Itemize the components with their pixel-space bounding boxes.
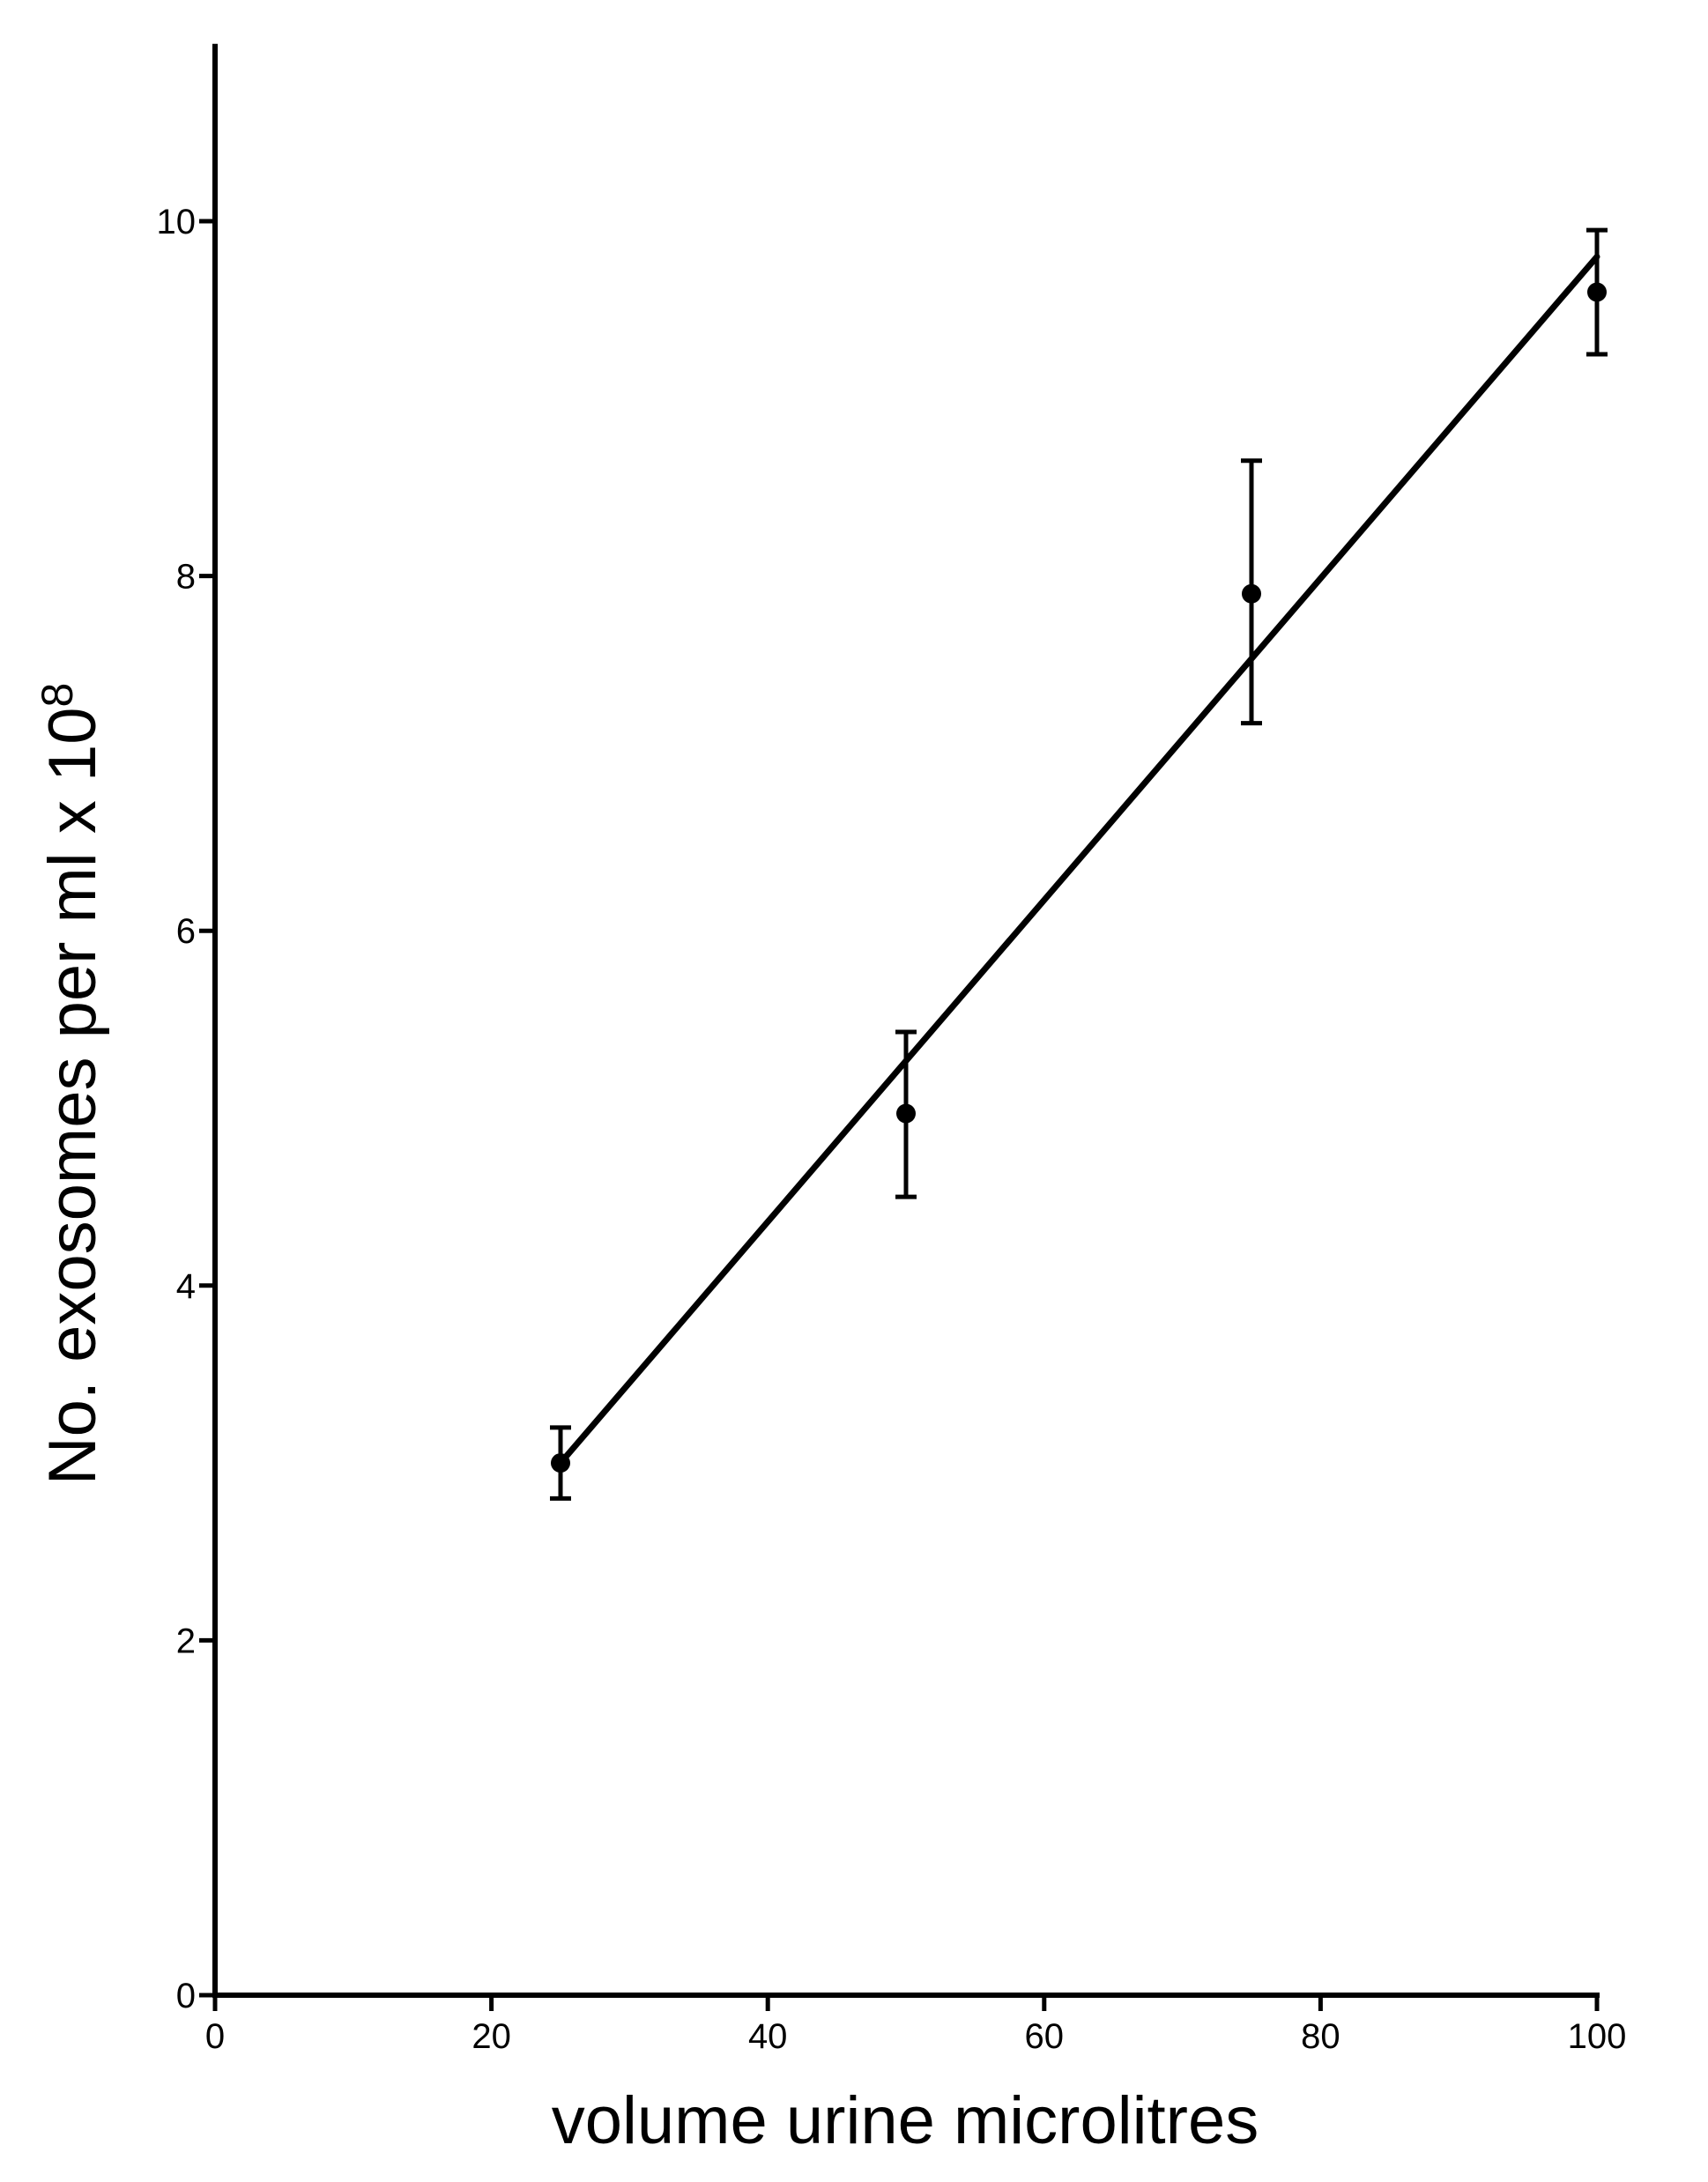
data-point [1242,583,1261,604]
data-point [1587,282,1607,302]
data-point-group [1241,458,1262,726]
fit-line [557,253,1600,1466]
data-point [551,1453,570,1473]
x-tick-label: 0 [205,2017,225,2056]
y-axis-title-superscript: 8 [33,683,82,708]
x-axis-title: volume urine microlitres [552,2083,1259,2158]
y-axis-title: No. exosomes per ml x 108 [33,683,110,1486]
x-tick-label: 100 [1568,2017,1627,2056]
x-tick-label: 40 [748,2017,788,2056]
data-point-group [895,1029,917,1199]
data-point-group [1586,227,1608,357]
y-tick-label: 10 [157,203,197,241]
data-point [896,1103,916,1124]
y-tick-label: 4 [176,1267,196,1306]
y-tick-label: 8 [176,558,196,597]
axes: 0 20 40 60 80 100 0 2 4 6 8 10 [157,43,1627,2056]
y-axis-title-text: No. exosomes per ml x 10 [35,708,110,1486]
y-tick-label: 6 [176,912,196,951]
y-tick-label: 0 [176,1977,196,2015]
x-tick-label: 80 [1301,2017,1340,2056]
plot-area [550,227,1608,1501]
x-tick-label: 60 [1025,2017,1065,2056]
x-tick-label: 20 [472,2017,511,2056]
data-point-group [550,1425,571,1501]
y-tick-label: 2 [176,1622,196,1660]
